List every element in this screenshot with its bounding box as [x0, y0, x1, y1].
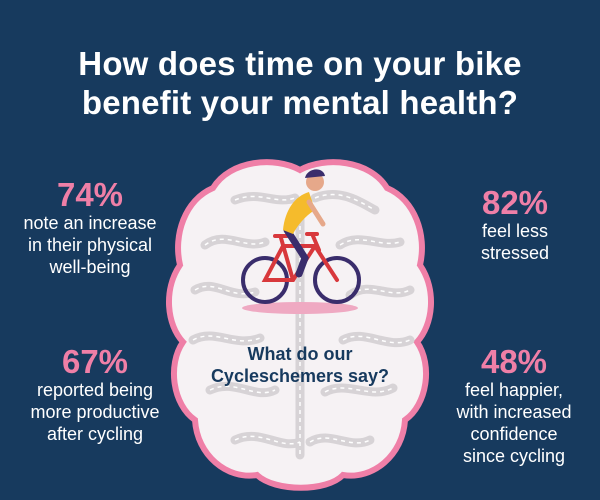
- stat-percentage: 74%: [56, 176, 124, 213]
- stat-less-stressed: 82% feel less stressed: [430, 186, 600, 264]
- stat-line: well-being: [49, 257, 131, 277]
- stat-line: stressed: [480, 243, 550, 263]
- rider-leg: [283, 226, 309, 278]
- stat-description: note an increase in their physical well-…: [0, 212, 180, 278]
- stat-line: with increased: [456, 402, 572, 422]
- cyclist-icon: [241, 169, 361, 304]
- stat-physical-wellbeing: 74% note an increase in their physical w…: [0, 178, 180, 278]
- stat-line: since cycling: [462, 446, 566, 466]
- stat-line: after cycling: [46, 424, 144, 444]
- caption-line-2: Cycleschemers say?: [210, 366, 390, 386]
- bike-shadow: [242, 302, 358, 314]
- stat-line: confidence: [470, 424, 558, 444]
- stat-line: in their physical: [27, 235, 153, 255]
- page-title: How does time on your bike benefit your …: [0, 44, 600, 122]
- stat-line: more productive: [30, 402, 160, 422]
- title-line-1: How does time on your bike: [78, 45, 522, 82]
- brain-icon: [166, 159, 434, 491]
- stat-line: reported being: [36, 380, 154, 400]
- front-wheel: [313, 256, 361, 304]
- stat-feel-happier: 48% feel happier, with increased confide…: [428, 345, 600, 467]
- stat-percentage: 48%: [480, 343, 548, 380]
- title-line-2: benefit your mental health?: [81, 84, 519, 121]
- stat-description: feel happier, with increased confidence …: [428, 379, 600, 467]
- stat-description: reported being more productive after cyc…: [0, 379, 190, 445]
- caption-line-1: What do our: [247, 344, 353, 364]
- rider-head: [306, 173, 324, 191]
- stat-line: feel less: [481, 221, 549, 241]
- rider-arm: [306, 199, 326, 227]
- stat-more-productive: 67% reported being more productive after…: [0, 345, 190, 445]
- rider-hair: [305, 169, 325, 178]
- stat-line: note an increase: [23, 213, 157, 233]
- stat-percentage: 67%: [61, 343, 129, 380]
- stat-line: feel happier,: [464, 380, 564, 400]
- brain-caption: What do our Cycleschemers say?: [200, 343, 400, 387]
- bike-frame: [261, 232, 339, 282]
- stat-percentage: 82%: [481, 184, 549, 221]
- stat-description: feel less stressed: [430, 220, 600, 264]
- brain-illustration: [165, 150, 435, 500]
